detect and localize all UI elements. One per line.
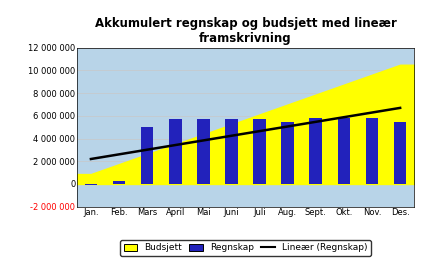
Bar — [196, 119, 209, 184]
Legend: Budsjett, Regnskap, Lineær (Regnskap): Budsjett, Regnskap, Lineær (Regnskap) — [120, 240, 370, 256]
Bar — [169, 119, 181, 184]
Bar — [365, 118, 377, 184]
Bar — [84, 184, 97, 185]
Bar — [141, 127, 153, 184]
Bar — [337, 118, 349, 184]
Title: Akkumulert regnskap og budsjett med lineær
framskrivning: Akkumulert regnskap og budsjett med line… — [95, 17, 395, 45]
Bar — [309, 118, 321, 184]
Bar — [281, 122, 294, 184]
Bar — [393, 122, 406, 184]
Bar — [112, 180, 125, 184]
Bar — [253, 119, 265, 184]
Bar — [225, 119, 237, 184]
